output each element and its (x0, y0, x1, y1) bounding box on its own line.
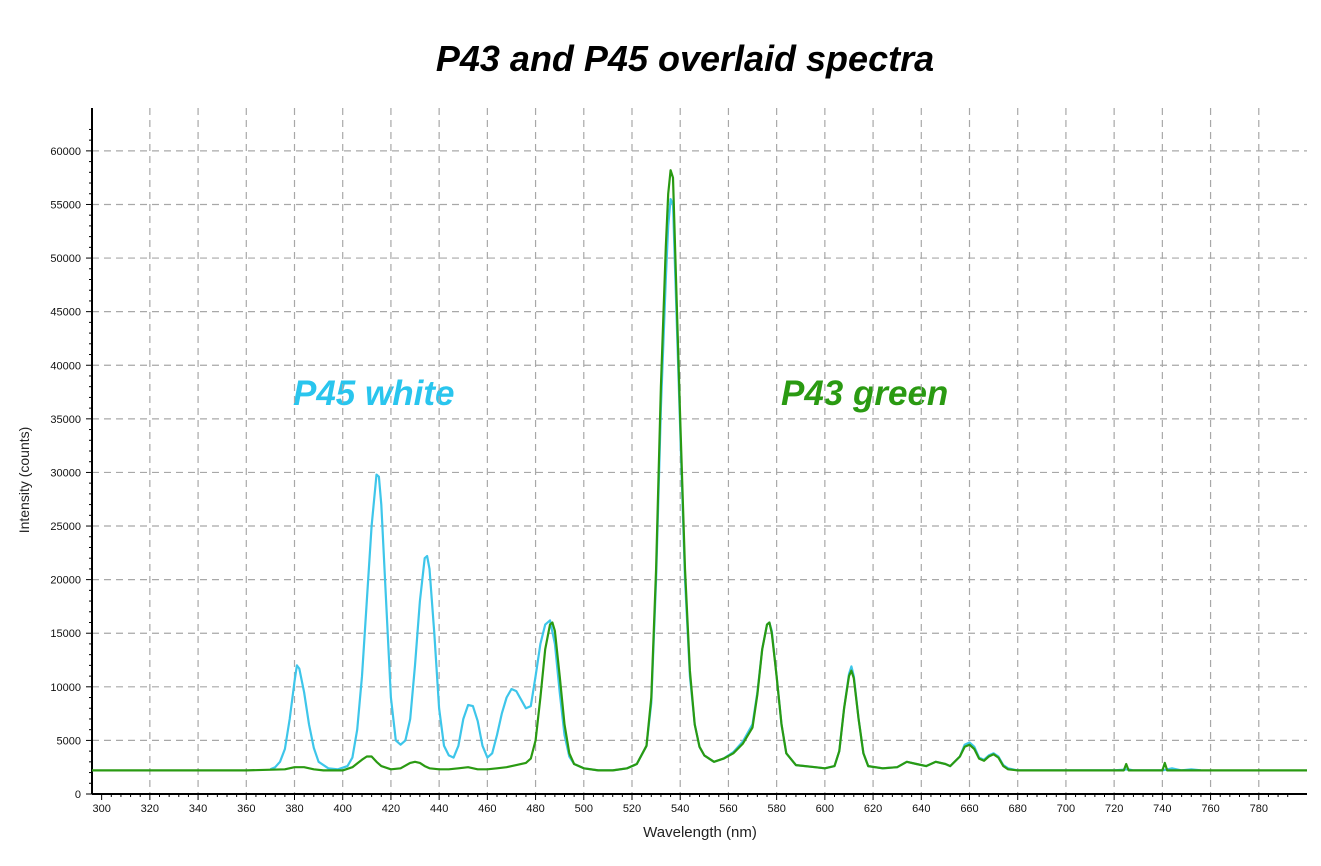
x-tick-label: 520 (623, 803, 641, 815)
y-tick-label: 0 (75, 789, 81, 801)
x-tick-label: 740 (1153, 803, 1171, 815)
x-tick-label: 760 (1201, 803, 1219, 815)
y-tick-label: 15000 (50, 628, 81, 640)
y-tick-label: 40000 (50, 360, 81, 372)
y-tick-label: 10000 (50, 682, 81, 694)
y-tick-label: 5000 (57, 735, 81, 747)
x-tick-label: 480 (526, 803, 544, 815)
x-tick-label: 720 (1105, 803, 1123, 815)
x-tick-label: 440 (430, 803, 448, 815)
y-tick-label: 45000 (50, 307, 81, 319)
x-tick-label: 340 (189, 803, 207, 815)
x-tick-label: 300 (92, 803, 110, 815)
y-tick-label: 35000 (50, 414, 81, 426)
chart-title: P43 and P45 overlaid spectra (435, 38, 935, 79)
x-tick-label: 780 (1250, 803, 1268, 815)
x-tick-label: 400 (334, 803, 352, 815)
series-line-p43-green (92, 169, 1307, 772)
x-tick-label: 560 (719, 803, 737, 815)
annotation-p43-green: P43 green (781, 374, 949, 413)
y-tick-label: 50000 (50, 253, 81, 265)
y-tick-label: 30000 (50, 467, 81, 479)
x-tick-label: 360 (237, 803, 255, 815)
x-tick-label: 500 (575, 803, 593, 815)
series-line-p45-white (269, 198, 1202, 772)
annotation-p45-white: P45 white (293, 374, 455, 413)
x-tick-label: 380 (285, 803, 303, 815)
y-tick-label: 60000 (50, 146, 81, 158)
series-lines (92, 169, 1307, 772)
x-tick-label: 460 (478, 803, 496, 815)
x-tick-label: 660 (960, 803, 978, 815)
x-axis-label: Wavelength (nm) (643, 824, 757, 841)
x-tick-label: 420 (382, 803, 400, 815)
y-tick-label: 20000 (50, 575, 81, 587)
x-axis-ticks: 300 320 340 360 380 400 420 440 460 480 500 520 540 5… (92, 794, 1289, 815)
x-tick-label: 700 (1057, 803, 1075, 815)
axes (91, 108, 1307, 795)
x-tick-label: 620 (864, 803, 882, 815)
x-tick-label: 320 (141, 803, 159, 815)
x-tick-label: 540 (671, 803, 689, 815)
y-tick-label: 25000 (50, 521, 81, 533)
x-tick-label: 600 (816, 803, 834, 815)
y-tick-label: 55000 (50, 199, 81, 211)
y-axis-ticks: 0 5000 10000 15000 20000 25000 30000 35000 40000… (50, 128, 92, 801)
x-tick-label: 680 (1009, 803, 1027, 815)
grid-lines (92, 108, 1307, 794)
x-tick-label: 640 (912, 803, 930, 815)
x-tick-label: 580 (767, 803, 785, 815)
